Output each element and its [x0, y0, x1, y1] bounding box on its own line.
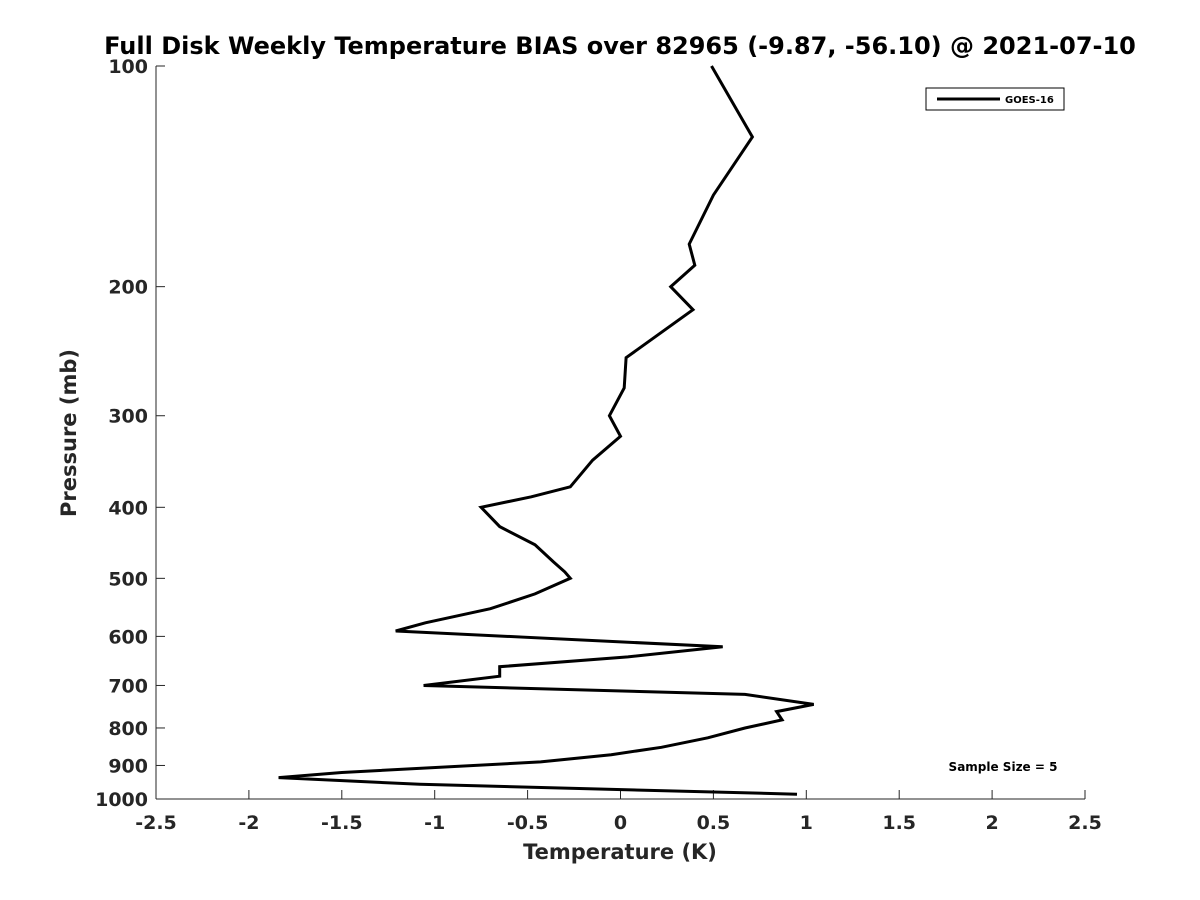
y-tick-label: 900 — [108, 755, 148, 777]
x-tick-label: -0.5 — [507, 812, 549, 834]
y-tick-label: 800 — [108, 718, 148, 740]
ticks: -2.5 -2 -1.5 -1 -0.5 0 0.5 1 1.5 2 2.5 100 200 300 400… — [95, 56, 1102, 834]
x-tick-label: -1 — [424, 812, 445, 834]
y-tick-label: 500 — [108, 568, 148, 590]
chart-title: Full Disk Weekly Temperature BIAS over 8… — [104, 32, 1136, 60]
x-tick-label: -1.5 — [321, 812, 363, 834]
x-tick-label: 1.5 — [882, 812, 916, 834]
series-layer — [278, 65, 814, 796]
y-tick-label: 700 — [108, 675, 148, 697]
sample-size-annotation: Sample Size = 5 — [949, 760, 1058, 774]
y-tick-label: 600 — [108, 626, 148, 648]
legend: GOES-16 — [925, 87, 1065, 111]
x-tick-label: 1 — [800, 812, 813, 834]
y-axis-label: Pressure (mb) — [57, 349, 81, 517]
legend-label: GOES-16 — [1005, 95, 1054, 106]
y-tick-label: 1000 — [95, 789, 148, 811]
y-tick-label: 100 — [108, 56, 148, 78]
x-tick-label: 0 — [614, 812, 627, 834]
y-tick-label: 400 — [108, 497, 148, 519]
axes — [155, 66, 1085, 800]
y-tick-label: 200 — [108, 277, 148, 299]
x-tick-label: 0.5 — [697, 812, 731, 834]
x-tick-label: -2.5 — [135, 812, 177, 834]
x-tick-label: 2 — [985, 812, 998, 834]
x-tick-label: 2.5 — [1068, 812, 1102, 834]
series-line-goes-16 — [278, 65, 814, 796]
x-axis-label: Temperature (K) — [523, 840, 717, 864]
y-tick-label: 300 — [108, 406, 148, 428]
x-tick-label: -2 — [238, 812, 259, 834]
